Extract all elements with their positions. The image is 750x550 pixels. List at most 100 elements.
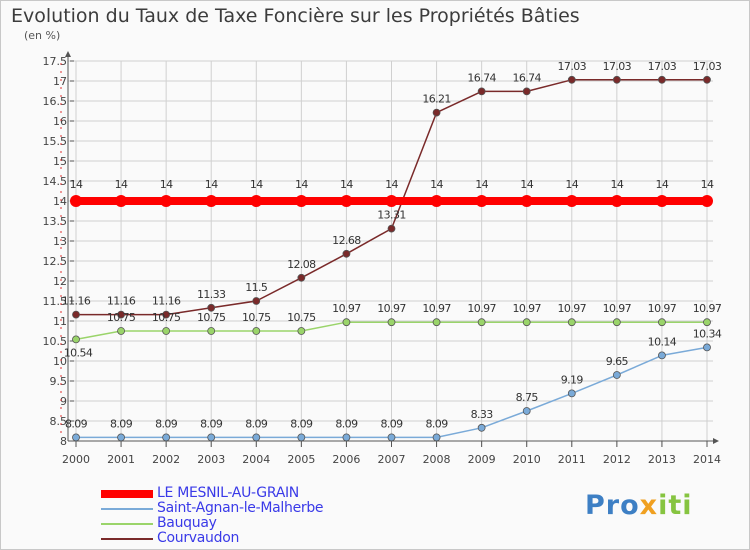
- data-label-3: 17.03: [648, 60, 677, 73]
- data-point-1: [522, 407, 531, 415]
- data-label-3: 11.5: [245, 281, 268, 294]
- data-point-0: [340, 195, 353, 207]
- data-point-3: [252, 297, 261, 305]
- y-tick-label: 14: [53, 195, 67, 208]
- data-label-0: 14: [250, 178, 263, 191]
- y-tick-label: 8.5: [50, 415, 68, 428]
- data-point-2: [207, 327, 216, 335]
- data-label-1: 9.19: [561, 373, 584, 386]
- data-label-2: 10.75: [287, 311, 316, 324]
- data-point-0: [385, 195, 398, 207]
- data-label-1: 8.09: [380, 417, 403, 430]
- y-tick-label: 12.5: [43, 255, 68, 268]
- data-point-3: [387, 224, 396, 233]
- data-label-1: 8.09: [155, 417, 178, 430]
- data-label-3: 16.21: [422, 93, 451, 106]
- data-label-2: 10.97: [603, 302, 632, 315]
- legend-swatch: [101, 523, 153, 525]
- y-tick-label: 8: [60, 435, 67, 448]
- data-point-1: [297, 433, 306, 442]
- data-point-1: [612, 371, 621, 379]
- data-label-0: 14: [701, 178, 714, 191]
- data-label-0: 14: [520, 178, 533, 191]
- data-label-2: 10.75: [242, 311, 271, 324]
- data-label-3: 12.08: [287, 258, 316, 271]
- y-tick-label: 17: [53, 75, 67, 88]
- data-point-3: [72, 310, 80, 319]
- data-label-3: 12.68: [332, 234, 361, 247]
- x-tick-label: 2006: [332, 453, 360, 466]
- y-tick-label: 13.5: [43, 215, 68, 228]
- data-point-2: [387, 318, 396, 327]
- data-point-3: [342, 249, 351, 258]
- data-label-2: 10.97: [377, 302, 406, 315]
- legend-swatch: [101, 508, 153, 510]
- data-point-2: [252, 327, 261, 335]
- data-label-1: 8.09: [290, 417, 313, 430]
- logo-part-3: iti: [658, 490, 693, 521]
- y-tick-label: 16.5: [43, 95, 68, 108]
- y-tick-label: 11: [53, 315, 67, 328]
- data-point-3: [658, 75, 666, 84]
- logo-part-1: Pro: [585, 490, 640, 521]
- x-tick-label: 2008: [423, 453, 451, 466]
- data-label-1: 8.09: [110, 417, 133, 430]
- data-point-2: [72, 335, 80, 344]
- data-label-3: 17.03: [558, 60, 587, 73]
- x-tick-label: 2003: [197, 453, 225, 466]
- legend-label: Saint-Agnan-le-Malherbe: [157, 500, 324, 516]
- data-label-1: 10.14: [648, 335, 677, 348]
- x-tick-label: 2007: [378, 453, 406, 466]
- y-tick-label: 9.5: [50, 375, 68, 388]
- data-point-3: [477, 87, 486, 96]
- data-point-3: [162, 310, 171, 319]
- data-label-2: 10.97: [693, 302, 722, 315]
- legend-label: LE MESNIL-AU-GRAIN: [157, 485, 299, 501]
- data-label-0: 14: [205, 178, 218, 191]
- data-point-2: [703, 318, 711, 327]
- y-tick-label: 13: [53, 235, 67, 248]
- x-axis-arrow: [713, 438, 719, 444]
- x-tick-label: 2011: [558, 453, 586, 466]
- data-label-1: 8.09: [426, 417, 449, 430]
- data-label-2: 10.75: [197, 311, 226, 324]
- data-point-1: [387, 433, 396, 442]
- x-tick-label: 2013: [648, 453, 676, 466]
- data-point-1: [477, 423, 486, 432]
- data-label-1: 8.75: [516, 391, 539, 404]
- y-tick-label: 12: [53, 275, 67, 288]
- data-label-0: 14: [295, 178, 308, 191]
- proxiti-logo: Proxiti: [585, 490, 693, 521]
- data-point-3: [207, 303, 216, 312]
- data-point-2: [117, 327, 125, 335]
- data-point-1: [342, 433, 351, 442]
- chart-title: Evolution du Taux de Taxe Foncière sur l…: [11, 5, 580, 27]
- y-tick-label: 17.5: [43, 55, 68, 68]
- y-tick-label: 15: [53, 155, 67, 168]
- data-point-1: [658, 351, 666, 360]
- x-tick-label: 2004: [242, 453, 270, 466]
- x-tick-label: 2000: [62, 453, 90, 466]
- data-point-1: [703, 343, 711, 352]
- data-label-2: 10.54: [64, 346, 93, 359]
- data-label-2: 10.97: [648, 302, 677, 315]
- data-point-3: [432, 108, 441, 117]
- data-label-3: 17.03: [693, 60, 722, 73]
- data-point-1: [252, 433, 261, 442]
- data-label-2: 10.97: [467, 302, 496, 315]
- data-point-3: [567, 75, 576, 84]
- data-label-0: 14: [340, 178, 353, 191]
- data-label-2: 10.97: [558, 302, 587, 315]
- data-point-0: [520, 195, 533, 207]
- data-point-3: [703, 75, 711, 84]
- data-point-2: [342, 318, 351, 327]
- data-label-0: 14: [430, 178, 443, 191]
- data-label-1: 8.09: [335, 417, 358, 430]
- data-point-3: [612, 75, 621, 84]
- data-label-1: 8.09: [245, 417, 268, 430]
- data-point-2: [162, 327, 171, 335]
- x-tick-label: 2009: [468, 453, 496, 466]
- data-point-0: [250, 195, 263, 207]
- data-point-3: [522, 87, 531, 96]
